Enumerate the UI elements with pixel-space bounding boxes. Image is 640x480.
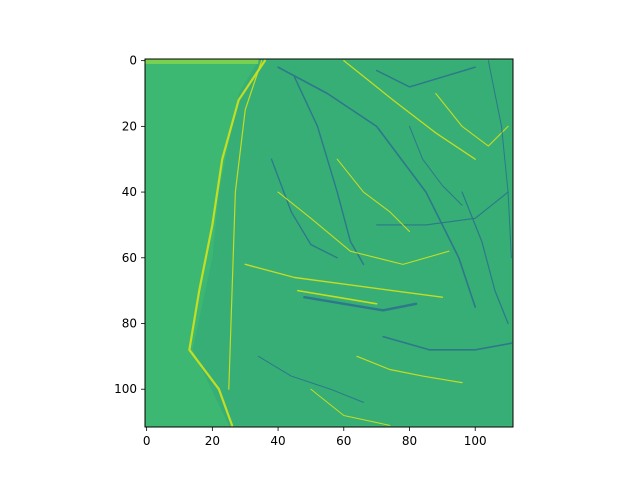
x-tick-label: 0 — [143, 434, 151, 448]
heatmap-edge-stroke — [435, 92, 509, 147]
heatmap-edge-stroke — [228, 60, 263, 390]
y-tick-label: 20 — [122, 119, 137, 133]
x-tick-label: 60 — [336, 434, 351, 448]
heatmap-edge-stroke — [409, 125, 463, 206]
x-tick-label: 80 — [402, 434, 417, 448]
heatmap-edge-stroke — [461, 191, 509, 325]
y-tick-label: 60 — [122, 251, 137, 265]
heatmap-edge-stroke — [382, 335, 513, 351]
x-tick-label: 40 — [270, 434, 285, 448]
x-tick-label: 20 — [205, 434, 220, 448]
heatmap-top-strip — [145, 59, 259, 64]
heatmap-edge-stroke — [188, 59, 267, 427]
x-tick-label: 100 — [464, 434, 487, 448]
heatmap-plot — [144, 58, 514, 428]
heatmap-edge-stroke — [310, 388, 391, 426]
heatmap-edge-stroke — [487, 60, 512, 259]
heatmap-edge-stroke — [375, 66, 476, 88]
heatmap-image — [145, 59, 513, 427]
heatmap-edge-stroke — [244, 263, 444, 298]
heatmap-edge-stroke — [356, 355, 463, 384]
heatmap-edges — [188, 59, 513, 427]
heatmap-edge-stroke — [376, 191, 509, 226]
heatmap-edge-stroke — [270, 158, 338, 259]
y-tick-label: 0 — [129, 54, 137, 68]
heatmap-edge-stroke — [336, 158, 411, 233]
heatmap-edge-stroke — [277, 191, 450, 265]
heatmap-edge-stroke — [257, 355, 364, 403]
heatmap-edge-stroke — [296, 289, 378, 305]
heatmap-edge-stroke — [343, 59, 476, 160]
x-axis: 0 20 40 60 80 100 — [143, 427, 487, 448]
y-tick-label: 100 — [114, 382, 137, 396]
heatmap-edge-stroke — [293, 76, 365, 266]
axes-frame — [144, 58, 514, 428]
heatmap-edge-stroke — [277, 66, 477, 308]
heatmap-edge-stroke — [303, 296, 418, 312]
y-tick-label: 40 — [122, 185, 137, 199]
y-axis: 0 20 40 60 80 100 — [114, 54, 145, 396]
y-tick-label: 80 — [122, 317, 137, 331]
